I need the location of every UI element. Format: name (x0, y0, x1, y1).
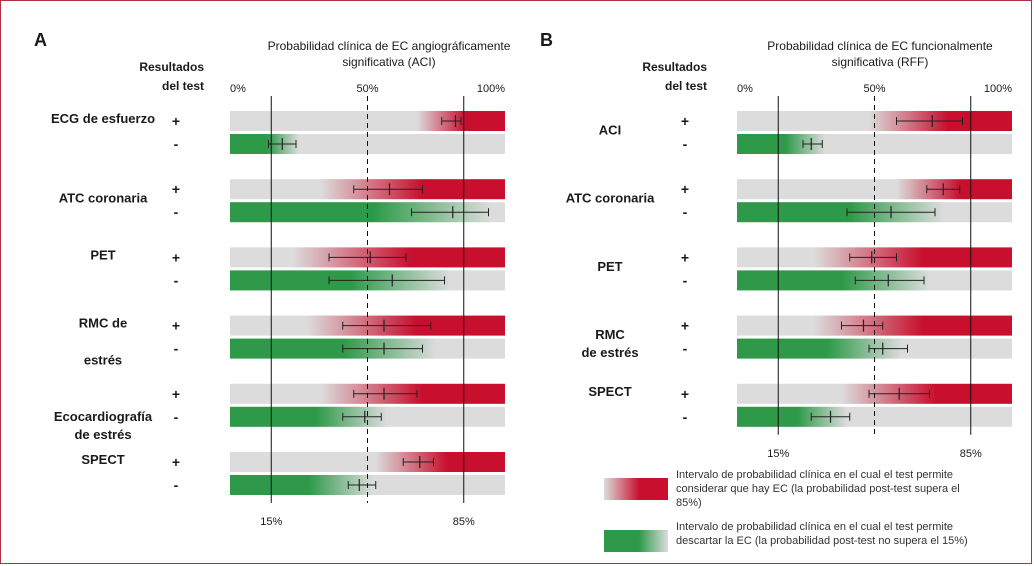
test-label: de estrés (581, 345, 638, 360)
chart-title-line: significativa (ACI) (342, 55, 435, 69)
negative-range-bar (737, 406, 847, 427)
results-header-line: Resultados (642, 60, 707, 74)
result-sign: - (683, 204, 688, 220)
negative-range-bar (230, 202, 492, 223)
negative-range-bar (737, 202, 944, 223)
legend-text-line: 85%) (676, 497, 702, 509)
legend-text-line: considerar que hay EC (la probabilidad p… (676, 483, 960, 495)
panel-A: A Probabilidad clínica de EC angiográfica… (34, 30, 511, 528)
legend-swatch-negative (604, 530, 668, 552)
test-label: PET (597, 259, 622, 274)
result-sign: + (681, 181, 689, 197)
legend-text-line: Intervalo de probabilidad clínica en el … (676, 521, 953, 533)
negative-range-bar (737, 270, 930, 291)
test-label: de estrés (74, 427, 131, 442)
chart-title-line: Probabilidad clínica de EC funcionalment… (767, 39, 993, 53)
test-label: RMC de (79, 316, 127, 331)
result-sign: + (681, 249, 689, 265)
results-header-line: del test (162, 79, 204, 93)
test-label: ACI (599, 123, 621, 138)
result-sign: + (172, 318, 180, 334)
legend-text-line: Intervalo de probabilidad clínica en el … (676, 469, 953, 481)
result-sign: - (174, 272, 179, 288)
result-sign: + (172, 249, 180, 265)
result-sign: - (174, 136, 179, 152)
negative-range-bar (230, 475, 373, 495)
negative-range-bar (230, 406, 387, 427)
positive-range-bar (814, 247, 1012, 268)
result-sign: - (683, 272, 688, 288)
result-sign: - (174, 341, 179, 357)
legend-swatch-positive (604, 478, 668, 500)
result-sign: - (174, 409, 179, 425)
results-header-line: Resultados (139, 60, 204, 74)
result-sign: + (681, 386, 689, 402)
test-label: RMC (595, 327, 625, 342)
test-label: estrés (84, 352, 122, 367)
test-label: PET (90, 247, 115, 262)
result-sign: + (172, 386, 180, 402)
top-tick-label: 50% (863, 83, 885, 95)
chart-title-line: Probabilidad clínica de EC angiográficam… (268, 39, 511, 53)
top-tick-label: 0% (230, 83, 246, 95)
top-tick-label: 100% (477, 83, 505, 95)
chart-title-line: significativa (RFF) (832, 55, 929, 69)
result-sign: - (683, 341, 688, 357)
bottom-tick-label: 15% (260, 516, 282, 528)
result-sign: + (172, 181, 180, 197)
negative-range-bar (230, 134, 299, 154)
top-tick-label: 50% (356, 83, 378, 95)
test-label: ATC coronaria (59, 191, 148, 206)
result-sign: - (683, 409, 688, 425)
bottom-tick-label: 85% (453, 516, 475, 528)
result-sign: + (681, 318, 689, 334)
panel-letter: B (540, 30, 553, 50)
result-sign: + (172, 454, 180, 470)
negative-range-bar (230, 338, 437, 359)
test-label: ECG de esfuerzo (51, 111, 155, 126)
bottom-tick-label: 15% (767, 448, 789, 460)
positive-range-bar (375, 452, 505, 472)
legend: Intervalo de probabilidad clínica en el … (604, 469, 968, 552)
panel-letter: A (34, 30, 47, 50)
negative-range-bar (737, 134, 825, 154)
result-sign: - (174, 477, 179, 493)
legend-text-line: descartar la EC (la probabilidad post-te… (676, 535, 968, 547)
results-header-line: del test (665, 79, 707, 93)
top-tick-label: 0% (737, 83, 753, 95)
top-tick-label: 100% (984, 83, 1012, 95)
test-label: ATC coronaria (566, 191, 655, 206)
test-label: SPECT (588, 384, 631, 399)
result-sign: + (681, 113, 689, 129)
bottom-tick-label: 85% (960, 448, 982, 460)
result-sign: + (172, 113, 180, 129)
test-label: Ecocardiografía (54, 409, 153, 424)
test-label: SPECT (81, 452, 124, 467)
panel-B: B Probabilidad clínica de EC funcionalmen… (540, 30, 1012, 460)
result-sign: - (683, 136, 688, 152)
result-sign: - (174, 204, 179, 220)
